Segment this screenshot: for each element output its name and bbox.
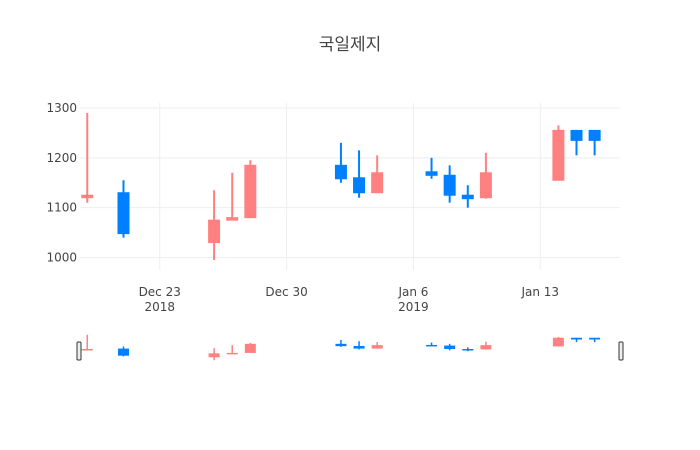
candle-body [570,129,583,141]
candle-body [244,164,257,219]
candle[interactable] [334,142,347,183]
range-slider-left-handle[interactable] [76,341,82,361]
y-axis: 1000 1100 1200 1300 [46,101,77,265]
candle[interactable] [117,180,130,238]
candle[interactable] [81,112,94,203]
candle-body [208,219,221,244]
slider-candle-body [353,345,365,349]
slider-candle [208,348,220,361]
slider-candle [371,342,383,349]
candle-body [479,172,492,199]
x-tick-year-label: 2018 [144,300,175,314]
slider-candle [444,343,456,351]
candles[interactable] [81,112,601,261]
candle[interactable] [226,172,239,221]
candle-body [353,177,366,194]
candle[interactable] [208,190,221,261]
slider-candle-body [208,353,220,358]
range-slider[interactable] [76,330,624,365]
candle-body [443,174,456,196]
slider-candle [426,342,438,347]
candle[interactable] [425,157,438,179]
slider-candle-body [371,345,383,349]
candle[interactable] [443,165,456,203]
slider-candle [462,347,474,352]
slider-candle [589,337,601,343]
x-tick-year-label: 2019 [398,300,429,314]
slider-candle [226,345,238,355]
y-tick-label: 1100 [46,201,77,215]
slider-candle [81,334,93,351]
candle-body [117,192,130,235]
slider-candle [353,341,365,350]
candle-body [461,194,474,200]
slider-candle-body [444,345,456,350]
candle[interactable] [552,125,565,181]
x-tick-label: Jan 13 [520,285,559,299]
slider-candle [480,341,492,350]
slider-candle-body [552,337,564,347]
candle-body [226,217,239,221]
slider-candle [244,342,256,353]
slider-candle-body [589,337,601,340]
y-tick-label: 1300 [46,101,77,115]
slider-candle-body [81,349,93,351]
y-tick-label: 1000 [46,251,77,265]
gridlines [80,103,620,270]
y-tick-label: 1200 [46,151,77,165]
slider-candle [117,346,129,357]
candle-body [334,164,347,180]
candle-body [81,194,94,199]
slider-candle-body [226,352,238,355]
candle-body [425,171,438,176]
slider-candle-body [462,349,474,351]
x-tick-label: Dec 30 [265,285,307,299]
slider-candle-body [571,337,583,340]
slider-candle-body [426,344,438,347]
slider-candle [552,336,564,347]
x-tick-label: Jan 6 [397,285,428,299]
slider-candle-body [244,343,256,353]
candle[interactable] [244,160,257,219]
chart-title: 국일제지 [319,35,382,55]
candle[interactable] [479,152,492,199]
candle-body [371,172,384,194]
candle[interactable] [588,129,601,156]
slider-candle-body [480,345,492,350]
candle[interactable] [353,150,366,198]
slider-candle-body [335,343,347,347]
range-slider-preview [81,334,601,361]
slider-candle-body [117,348,129,356]
candle-body [588,129,601,141]
slider-candle [335,339,347,347]
candle[interactable] [570,129,583,156]
candle[interactable] [371,155,384,194]
slider-candle [571,337,583,343]
x-tick-label: Dec 23 [139,285,181,299]
range-slider-right-handle[interactable] [618,341,624,361]
range-slider-track[interactable] [80,330,620,365]
candle[interactable] [461,185,474,208]
candle-body [552,129,565,181]
